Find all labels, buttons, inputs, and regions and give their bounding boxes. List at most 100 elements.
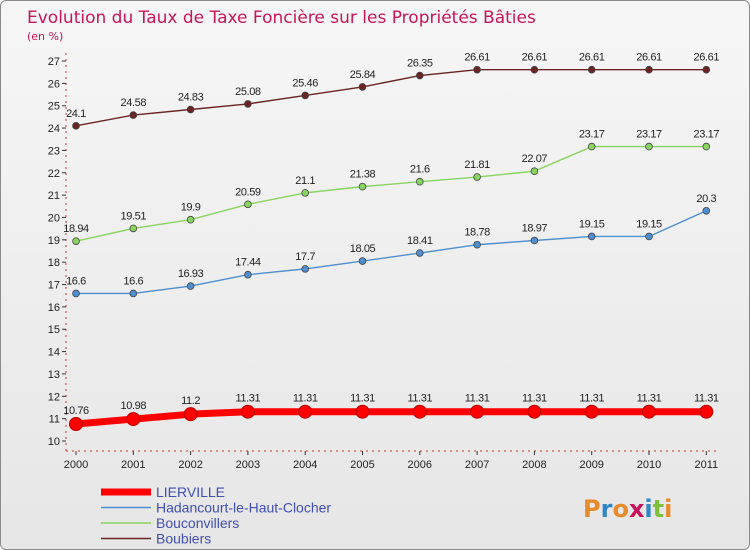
data-label: 19.15 — [579, 218, 605, 230]
data-point — [645, 142, 653, 151]
data-label: 26.35 — [407, 58, 433, 70]
y-tick-label: 11 — [49, 414, 60, 426]
data-label: 10.76 — [63, 405, 89, 417]
chart-subtitle: (en %) — [27, 30, 63, 43]
data-label: 17.44 — [235, 257, 261, 269]
logo-letter: r — [601, 495, 613, 523]
data-label: 25.08 — [235, 86, 261, 98]
data-point — [587, 142, 596, 151]
y-tick-label: 27 — [48, 56, 60, 68]
logo-letter: i — [644, 495, 652, 523]
data-label: 24.83 — [178, 92, 204, 104]
data-point — [129, 224, 138, 233]
data-point — [186, 105, 195, 114]
data-point — [473, 173, 481, 181]
data-point — [301, 265, 310, 273]
x-tick-label: 2010 — [637, 459, 661, 471]
x-tick-label: 2002 — [178, 459, 202, 471]
data-point — [358, 182, 367, 191]
data-label: 11.31 — [465, 393, 490, 405]
data-label: 23.17 — [636, 129, 662, 141]
data-label: 16.6 — [66, 275, 86, 287]
data-point — [244, 100, 252, 108]
data-point — [473, 65, 481, 74]
data-label: 16.6 — [123, 275, 143, 287]
x-tick-label: 2009 — [579, 459, 603, 471]
data-point — [415, 249, 424, 257]
data-label: 25.84 — [350, 69, 376, 81]
data-label: 11.31 — [694, 393, 719, 405]
data-point — [72, 237, 80, 245]
data-label: 11.31 — [522, 393, 547, 405]
y-tick-label: 18 — [48, 257, 60, 269]
axes: 10 11 12 13 14 15 16 17 18 19 20 21 22 23 24 25 26 27 2000… — [48, 53, 718, 471]
data-point — [129, 111, 138, 119]
data-point — [72, 122, 80, 130]
data-label: 26.61 — [694, 52, 720, 64]
data-label: 21.6 — [410, 164, 430, 176]
x-tick-label: 2004 — [293, 459, 317, 471]
series-line — [72, 408, 710, 428]
series-bouconvillers: 18.94 19.51 19.9 20.59 21.1 21.38 21.6 21.81 22.… — [63, 129, 720, 245]
data-point — [298, 404, 313, 419]
data-point — [702, 206, 711, 215]
data-label: 10.98 — [121, 400, 147, 412]
logo-letter: P — [583, 495, 601, 523]
data-label: 20.59 — [235, 186, 261, 198]
data-point — [126, 412, 141, 427]
y-tick-label: 16 — [48, 302, 60, 314]
legend-label: Hadancourt-le-Haut-Clocher — [156, 500, 331, 516]
data-point — [587, 65, 596, 74]
y-tick-label: 12 — [48, 391, 60, 403]
data-point — [645, 232, 653, 241]
data-point — [358, 257, 367, 265]
data-point — [244, 200, 252, 209]
y-tick-label: 22 — [48, 168, 60, 180]
data-label: 22.07 — [522, 153, 548, 165]
data-label: 18.78 — [464, 227, 490, 239]
data-label: 26.61 — [522, 52, 548, 64]
data-point — [69, 417, 83, 432]
data-label: 26.61 — [636, 52, 662, 64]
data-label: 11.31 — [637, 393, 662, 405]
data-label: 19.51 — [121, 210, 147, 222]
y-tick-label: 26 — [48, 78, 60, 90]
legend-label: LIERVILLE — [156, 484, 225, 500]
series-line — [75, 69, 707, 127]
logo-letter: i — [664, 495, 672, 523]
data-label: 18.97 — [522, 222, 548, 234]
data-point — [183, 407, 198, 422]
data-label: 23.17 — [579, 129, 605, 141]
logo-letter: t — [653, 495, 664, 523]
x-tick-label: 2008 — [522, 459, 546, 471]
data-point — [584, 404, 599, 419]
series-line — [75, 210, 707, 295]
data-point — [358, 83, 367, 91]
data-point — [412, 404, 427, 419]
data-label: 16.93 — [178, 268, 204, 280]
x-tick-label: 2000 — [64, 459, 88, 471]
data-label: 11.31 — [579, 393, 604, 405]
data-point — [355, 404, 370, 419]
data-label: 11.2 — [181, 395, 200, 407]
data-label: 11.31 — [407, 393, 432, 405]
data-label: 24.1 — [66, 108, 86, 120]
data-point — [129, 289, 138, 298]
data-label: 21.1 — [295, 175, 315, 187]
y-tick-label: 24 — [48, 123, 60, 135]
data-point — [186, 215, 195, 224]
y-tick-label: 13 — [48, 369, 60, 381]
series-boubiers: 24.1 24.58 24.83 25.08 25.46 25.84 26.35 26.61 2… — [66, 52, 720, 130]
y-tick-label: 23 — [48, 145, 60, 157]
data-label: 17.7 — [295, 251, 315, 263]
chart-title: Evolution du Taux de Taxe Foncière sur l… — [27, 8, 536, 28]
logo-letter: x — [629, 495, 645, 523]
y-tick-label: 25 — [48, 101, 60, 113]
series-lierville: 10.76 10.98 11.2 11.31 11.31 11.31 11.31 11.31 1… — [63, 393, 719, 432]
data-point — [645, 65, 653, 74]
y-tick-label: 21 — [48, 190, 60, 202]
data-point — [530, 236, 539, 245]
y-tick-label: 17 — [48, 280, 60, 292]
data-label: 23.17 — [694, 129, 720, 141]
